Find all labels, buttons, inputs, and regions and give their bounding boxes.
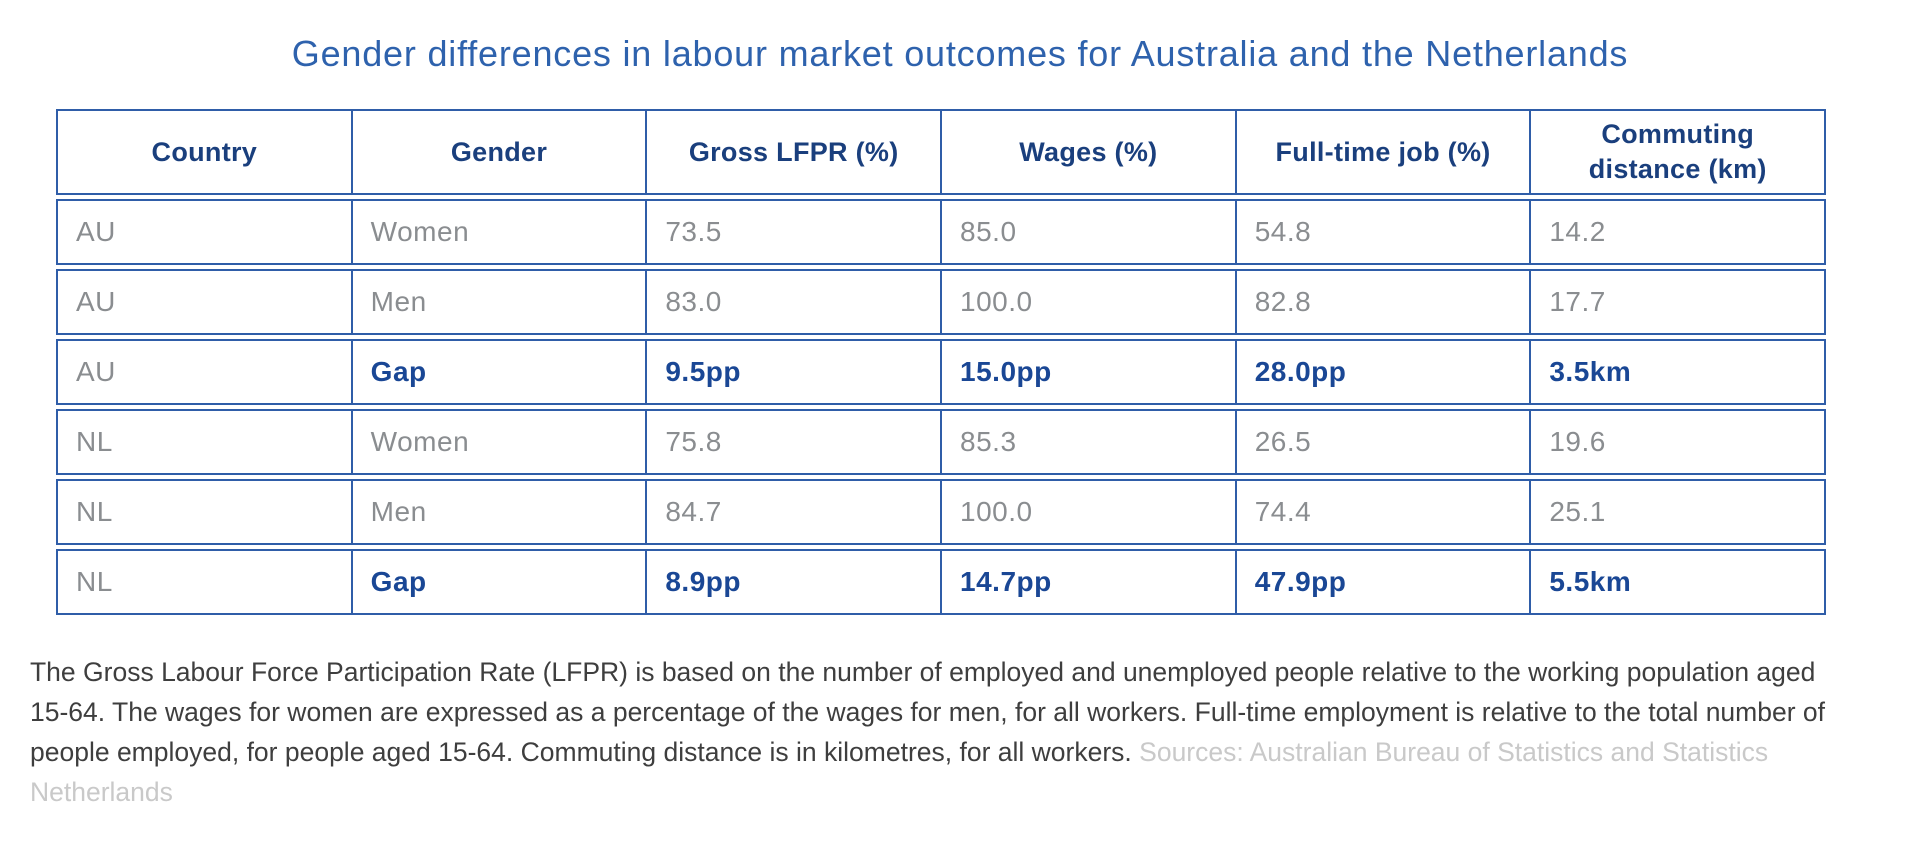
cell-fulltime-job: 54.8 bbox=[1234, 201, 1530, 263]
cell-fulltime-job: 74.4 bbox=[1234, 481, 1530, 543]
cell-commuting-distance: 3.5km bbox=[1529, 341, 1824, 403]
cell-country: AU bbox=[76, 286, 116, 317]
header-fulltime-job: Full-time job (%) bbox=[1234, 111, 1530, 193]
table-row-au-women: AU Women 73.5 85.0 54.8 14.2 bbox=[56, 199, 1826, 265]
cell-fulltime-job: 82.8 bbox=[1234, 271, 1530, 333]
header-country: Country bbox=[151, 136, 258, 167]
footnote-line-1: The Gross Labour Force Participation Rat… bbox=[30, 652, 1825, 692]
cell-wages: 100.0 bbox=[940, 481, 1235, 543]
cell-gender: Men bbox=[350, 481, 646, 543]
footnote-line-3: people employed, for people aged 15-64. … bbox=[30, 732, 1825, 772]
cell-wages: 85.3 bbox=[940, 411, 1235, 473]
cell-country: NL bbox=[76, 426, 113, 457]
cell-commuting-distance: 14.2 bbox=[1529, 201, 1824, 263]
cell-fulltime-job: 28.0pp bbox=[1234, 341, 1530, 403]
cell-gross-lfpr: 84.7 bbox=[645, 481, 940, 543]
header-commuting-line2: distance (km) bbox=[1588, 154, 1767, 184]
cell-wages: 100.0 bbox=[940, 271, 1235, 333]
cell-fulltime-job: 47.9pp bbox=[1234, 551, 1530, 613]
cell-country: AU bbox=[76, 356, 116, 387]
page-title: Gender differences in labour market outc… bbox=[291, 33, 1629, 74]
footnote-text: The Gross Labour Force Participation Rat… bbox=[30, 657, 1816, 687]
cell-commuting-distance: 25.1 bbox=[1529, 481, 1824, 543]
table-row-nl-gap: NL Gap 8.9pp 14.7pp 47.9pp 5.5km bbox=[56, 549, 1826, 615]
cell-wages: 14.7pp bbox=[940, 551, 1235, 613]
footnote-text: 15-64. The wages for women are expressed… bbox=[30, 697, 1826, 727]
footnote-sources-text: Sources: Australian Bureau of Statistics… bbox=[1139, 737, 1769, 767]
table-row-au-men: AU Men 83.0 100.0 82.8 17.7 bbox=[56, 269, 1826, 335]
cell-wages: 85.0 bbox=[940, 201, 1235, 263]
cell-gross-lfpr: 83.0 bbox=[645, 271, 940, 333]
header-commuting-line1: Commuting bbox=[1601, 119, 1755, 150]
data-table: Country Gender Gross LFPR (%) Wages (%) … bbox=[56, 109, 1826, 615]
cell-commuting-distance: 19.6 bbox=[1529, 411, 1824, 473]
table-header-row: Country Gender Gross LFPR (%) Wages (%) … bbox=[56, 109, 1826, 195]
footnote-text: people employed, for people aged 15-64. … bbox=[30, 737, 1140, 767]
cell-gross-lfpr: 8.9pp bbox=[645, 551, 940, 613]
cell-gender: Gap bbox=[350, 551, 646, 613]
cell-country: NL bbox=[76, 496, 113, 527]
cell-country: AU bbox=[76, 216, 116, 247]
footnote-line-4: Netherlands bbox=[30, 772, 1825, 812]
footnote-sources-text: Netherlands bbox=[30, 777, 173, 807]
cell-gross-lfpr: 9.5pp bbox=[645, 341, 940, 403]
cell-gross-lfpr: 73.5 bbox=[645, 201, 940, 263]
cell-commuting-distance: 5.5km bbox=[1529, 551, 1824, 613]
cell-gender: Gap bbox=[350, 341, 646, 403]
cell-gender: Men bbox=[350, 271, 646, 333]
cell-gross-lfpr: 75.8 bbox=[645, 411, 940, 473]
table-row-au-gap: AU Gap 9.5pp 15.0pp 28.0pp 3.5km bbox=[56, 339, 1826, 405]
header-commuting-distance: Commuting distance (km) bbox=[1529, 111, 1824, 193]
header-gender: Gender bbox=[350, 111, 646, 193]
cell-commuting-distance: 17.7 bbox=[1529, 271, 1824, 333]
cell-fulltime-job: 26.5 bbox=[1234, 411, 1530, 473]
cell-gender: Women bbox=[350, 411, 646, 473]
cell-gender: Women bbox=[350, 201, 646, 263]
header-wages: Wages (%) bbox=[940, 111, 1235, 193]
footnote-line-2: 15-64. The wages for women are expressed… bbox=[30, 692, 1825, 732]
table-row-nl-women: NL Women 75.8 85.3 26.5 19.6 bbox=[56, 409, 1826, 475]
footnote: The Gross Labour Force Participation Rat… bbox=[30, 652, 1825, 812]
cell-country: NL bbox=[76, 566, 113, 597]
header-gross-lfpr: Gross LFPR (%) bbox=[645, 111, 940, 193]
cell-wages: 15.0pp bbox=[940, 341, 1235, 403]
table-row-nl-men: NL Men 84.7 100.0 74.4 25.1 bbox=[56, 479, 1826, 545]
